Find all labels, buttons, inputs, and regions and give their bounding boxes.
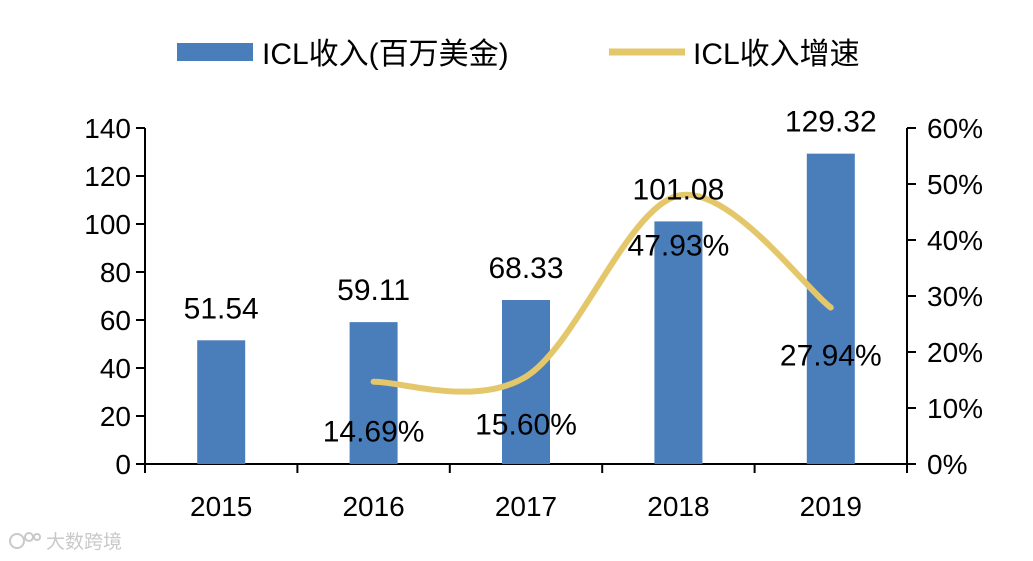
- growth-value-label: 27.94%: [780, 340, 882, 373]
- legend-label-line: ICL收入增速: [693, 38, 860, 71]
- watermark-text: 大数跨境: [46, 531, 123, 553]
- y-left-tick-label: 100: [84, 209, 131, 240]
- y-left-tick-label: 20: [100, 401, 131, 432]
- growth-line: [370, 191, 834, 395]
- watermark-logo-icon: [9, 531, 41, 549]
- x-tick-label: 2015: [190, 491, 252, 522]
- bar-value-label: 129.32: [785, 106, 877, 139]
- bar-value-label: 59.11: [337, 274, 410, 307]
- y-right-tick-label: 20%: [927, 337, 983, 368]
- growth-value-label: 15.60%: [475, 409, 577, 442]
- legend-swatch-bar: [177, 43, 253, 61]
- bar-value-label: 101.08: [633, 173, 725, 206]
- y-left-tick-label: 140: [84, 113, 131, 144]
- bar: [349, 322, 398, 464]
- growth-value-label: 14.69%: [323, 416, 425, 449]
- x-tick-label: 2017: [495, 491, 557, 522]
- y-left-tick-label: 80: [100, 257, 131, 288]
- y-right-tick-label: 30%: [927, 281, 983, 312]
- y-right-tick-label: 10%: [927, 393, 983, 424]
- data-labels: 51.54 59.11 68.33 101.08 129.32 14.69% 15.60% 4…: [184, 106, 882, 449]
- x-tick-label: 2019: [800, 491, 862, 522]
- y-right-tick-label: 0%: [927, 449, 967, 480]
- y-left-tick-label: 40: [100, 353, 131, 384]
- y-left-tick-label: 120: [84, 161, 131, 192]
- y-left-tick-label: 60: [100, 305, 131, 336]
- bar-series: [197, 153, 855, 464]
- growth-value-label: 47.93%: [628, 230, 730, 263]
- legend-label-bar: ICL收入(百万美金): [262, 38, 509, 71]
- watermark: 大数跨境: [8, 527, 122, 554]
- x-tick-label: 2016: [342, 491, 404, 522]
- legend: ICL收入(百万美金) ICL收入增速: [177, 38, 860, 71]
- y-right-tick-label: 50%: [927, 169, 983, 200]
- bar: [654, 221, 703, 464]
- y-left-tick-label: 0: [115, 449, 131, 480]
- bar-value-label: 51.54: [184, 292, 259, 325]
- bar: [197, 340, 246, 464]
- axes: 0 20 40 60 80 100 120 140 0% 10% 20% 30% 40% 50% 60% 20…: [84, 113, 983, 522]
- growth-line-series: [370, 191, 834, 395]
- x-tick-label: 2018: [647, 491, 709, 522]
- y-right-tick-label: 60%: [927, 113, 983, 144]
- bar-value-label: 68.33: [488, 252, 563, 285]
- y-right-tick-label: 40%: [927, 225, 983, 256]
